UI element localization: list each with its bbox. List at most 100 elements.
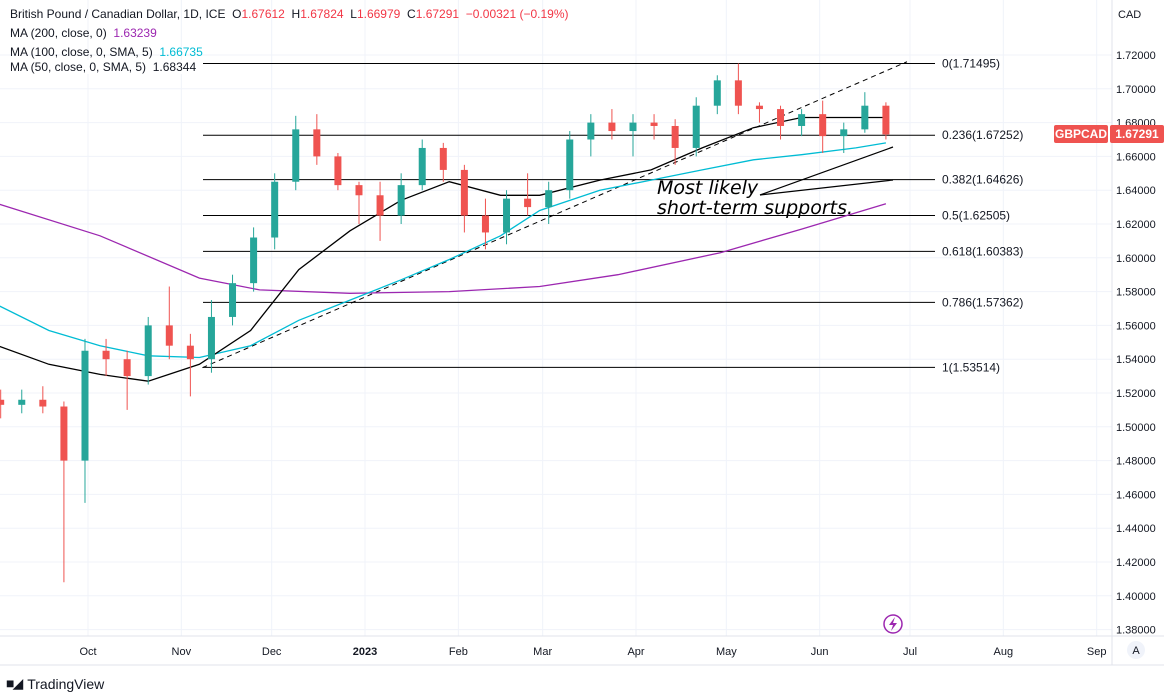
y-tick-label: 1.38000 <box>1116 625 1156 637</box>
y-tick-label: 1.72000 <box>1116 50 1156 62</box>
x-tick-label: 2023 <box>353 646 377 658</box>
candle-body <box>397 185 405 216</box>
candle-body <box>861 105 869 130</box>
x-tick-label: Apr <box>627 646 644 658</box>
candle-body <box>798 114 806 126</box>
candle-body <box>18 399 26 405</box>
price-tag-symbol: GBPCAD <box>1055 127 1107 141</box>
candle-body <box>102 350 110 360</box>
moving-averages <box>0 61 908 382</box>
candle-body <box>60 406 68 461</box>
candle-body <box>545 190 553 208</box>
y-tick-label: 1.42000 <box>1116 557 1156 569</box>
fib-level-label: 0.382(1.64626) <box>942 173 1023 187</box>
candle-body <box>81 350 89 461</box>
symbol-legend[interactable]: British Pound / Canadian Dollar, 1D, ICE… <box>10 7 569 21</box>
y-tick-label: 1.70000 <box>1116 84 1156 96</box>
y-tick-label: 1.50000 <box>1116 422 1156 434</box>
svg-text:A: A <box>1132 645 1140 657</box>
ma100-legend[interactable]: MA (100, close, 0, SMA, 5) 1.66735 <box>10 45 203 59</box>
candle-body <box>250 237 258 284</box>
candle-body <box>524 198 532 208</box>
y-tick-label: 1.56000 <box>1116 320 1156 332</box>
candle-body <box>355 185 363 196</box>
fib-level-label: 0.786(1.57362) <box>942 295 1023 309</box>
auto-scale-button[interactable]: A <box>1127 641 1145 659</box>
close-value: 1.67291 <box>415 7 460 21</box>
x-tick-label: Dec <box>262 646 282 658</box>
candle-body <box>313 129 321 157</box>
y-tick-label: 1.62000 <box>1116 219 1156 231</box>
y-tick-label: 1.64000 <box>1116 185 1156 197</box>
candle-body <box>460 169 468 216</box>
x-tick-label: Jul <box>903 646 917 658</box>
ma200-legend[interactable]: MA (200, close, 0) 1.63239 <box>10 26 157 40</box>
candle-body <box>39 399 47 407</box>
candle-body <box>692 105 700 148</box>
candle-body <box>271 181 279 238</box>
fib-level-label: 0.236(1.67252) <box>942 128 1023 142</box>
candle-body <box>292 129 300 182</box>
candle-body <box>376 195 384 216</box>
x-tick-label: Mar <box>533 646 552 658</box>
candles <box>0 63 890 583</box>
x-tick-label: Feb <box>449 646 468 658</box>
support-arrow-lower <box>759 179 894 196</box>
candle-body <box>566 139 574 191</box>
ma50-legend[interactable]: MA (50, close, 0, SMA, 5) 1.68344 <box>10 60 200 74</box>
candle-body <box>755 105 763 110</box>
currency-label: CAD <box>1118 9 1141 21</box>
price-tag-value: 1.67291 <box>1115 127 1159 141</box>
high-value: 1.67824 <box>300 7 344 21</box>
fib-level-label: 0.618(1.60383) <box>942 244 1023 258</box>
x-tick-label: Nov <box>172 646 192 658</box>
candle-body <box>882 105 890 135</box>
price-axis[interactable] <box>1112 0 1164 665</box>
last-price-tag: GBPCAD 1.67291 <box>1054 125 1164 143</box>
x-tick-label: Jun <box>811 646 829 658</box>
x-tick-label: Aug <box>994 646 1014 658</box>
candle-body <box>207 316 215 360</box>
lightning-icon[interactable] <box>883 614 903 634</box>
candle-body <box>713 80 721 106</box>
fib-level-label: 1(1.53514) <box>942 360 1000 374</box>
support-annotations[interactable]: Most likely short-term supports. <box>657 146 894 219</box>
y-tick-label: 1.48000 <box>1116 456 1156 468</box>
dashed-trendline <box>202 61 908 369</box>
low-value: 1.66979 <box>356 7 401 21</box>
fib-level-label: 0(1.71495) <box>942 57 1000 71</box>
candle-body <box>0 399 5 405</box>
symbol-title: British Pound / Canadian Dollar, 1D, ICE <box>10 7 226 21</box>
candle-body <box>439 147 447 170</box>
fib-level-label: 0.5(1.62505) <box>942 208 1010 222</box>
candle-body <box>840 129 848 137</box>
tradingview-logo-icon: ■◢ <box>6 675 23 691</box>
time-axis-ticks[interactable]: Oct Nov Dec 2023 Feb Mar Apr May Jun Jul Aug Sep <box>79 646 1106 658</box>
candle-body <box>334 156 342 186</box>
x-tick-label: Oct <box>79 646 96 658</box>
candle-body <box>123 359 131 377</box>
y-tick-label: 1.52000 <box>1116 388 1156 400</box>
candle-body <box>608 122 616 132</box>
support-arrow-upper <box>759 146 894 196</box>
candle-body <box>165 325 173 346</box>
y-tick-label: 1.46000 <box>1116 489 1156 501</box>
candle-body <box>481 215 489 233</box>
annotation-line-2: short-term supports. <box>657 197 853 219</box>
x-tick-label: Sep <box>1087 646 1107 658</box>
y-tick-label: 1.58000 <box>1116 287 1156 299</box>
y-tick-label: 1.44000 <box>1116 523 1156 535</box>
fibonacci-retracement[interactable]: 0(1.71495) 0.236(1.67252) 0.382(1.64626) 0.… <box>203 57 1023 375</box>
candle-body <box>587 122 595 140</box>
tradingview-logo[interactable]: ■◢ TradingView <box>6 675 105 692</box>
y-tick-label: 1.60000 <box>1116 253 1156 265</box>
x-tick-label: May <box>716 646 737 658</box>
candle-body <box>229 283 237 317</box>
candle-body <box>671 125 679 148</box>
change-value: −0.00321 (−0.19%) <box>465 7 569 21</box>
annotation-line-1: Most likely <box>657 177 759 199</box>
candle-body <box>777 109 785 126</box>
candle-body <box>819 114 827 137</box>
candle-body <box>734 80 742 106</box>
